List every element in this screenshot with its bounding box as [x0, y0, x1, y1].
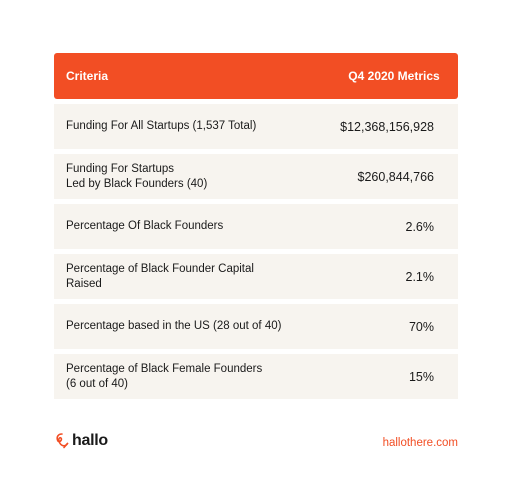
- row-value: $260,844,766: [357, 169, 434, 184]
- brand-name: hallo: [72, 432, 108, 449]
- row-value: $12,368,156,928: [340, 119, 434, 134]
- row-value: 2.6%: [405, 219, 435, 234]
- row-label: Percentage based in the US (28 out of 40…: [66, 320, 282, 332]
- table-row: Percentage based in the US (28 out of 40…: [54, 304, 458, 349]
- table-row: Percentage Of Black Founders 2.6%: [54, 204, 458, 249]
- table-row: Percentage of Black Female Founders (6 o…: [54, 354, 458, 399]
- row-label: Funding For All Startups (1,537 Total): [66, 120, 257, 132]
- row-label: Percentage of Black Female Founders (6 o…: [66, 362, 263, 390]
- table-row: Funding For Startups Led by Black Founde…: [54, 154, 458, 199]
- table-row: Funding For All Startups (1,537 Total) $…: [54, 104, 458, 149]
- header-criteria: Criteria: [66, 69, 109, 83]
- row-label: Percentage of Black Founder Capital Rais…: [66, 262, 254, 290]
- row-value: 2.1%: [405, 269, 435, 284]
- row-value: 70%: [408, 319, 434, 334]
- header-metrics: Q4 2020 Metrics: [348, 69, 440, 83]
- table-row: Percentage of Black Founder Capital Rais…: [54, 254, 458, 299]
- table-header: Criteria Q4 2020 Metrics: [54, 53, 458, 99]
- row-label: Funding For Startups Led by Black Founde…: [66, 162, 208, 190]
- row-value: 15%: [408, 369, 434, 384]
- row-label: Percentage Of Black Founders: [66, 220, 224, 232]
- brand-logo: hallo: [55, 432, 108, 450]
- metrics-table: Criteria Q4 2020 Metrics Funding For All…: [54, 53, 458, 404]
- hallo-logo-icon: [56, 433, 69, 449]
- website-link[interactable]: hallothere.com: [382, 437, 458, 449]
